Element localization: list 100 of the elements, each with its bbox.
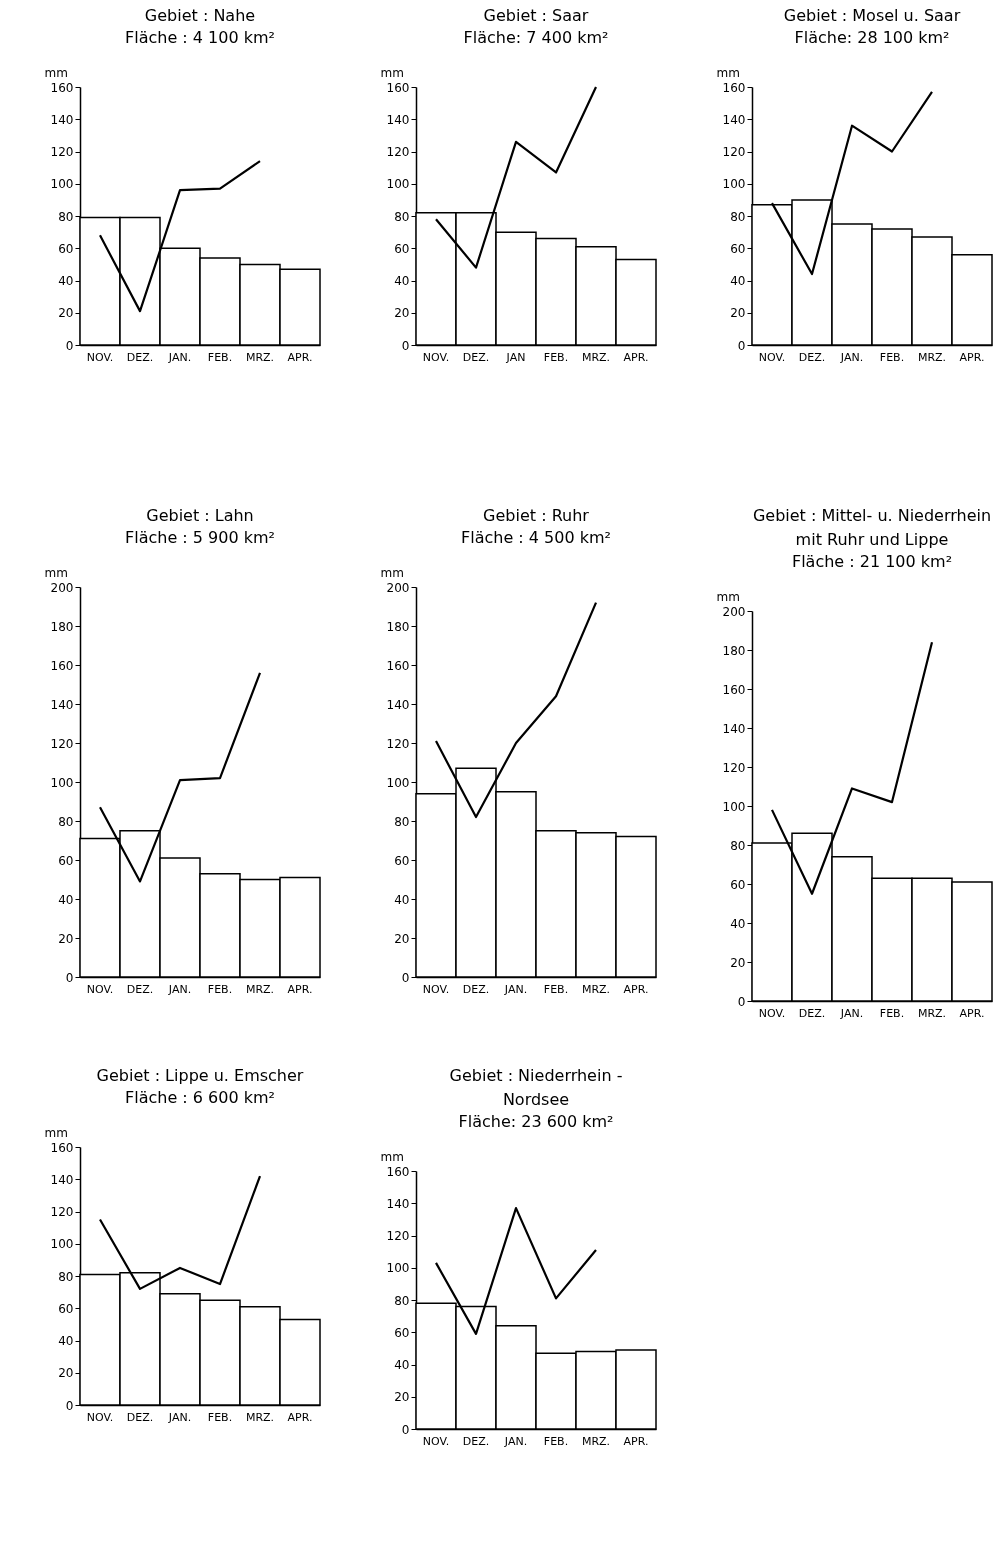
x-tick-label: MRZ.: [581, 1434, 611, 1448]
y-tick-label: 100: [386, 177, 410, 192]
y-tick-label: 20: [58, 1366, 74, 1381]
y-tick-label: 40: [394, 274, 410, 288]
y-axis-title: mm: [716, 589, 740, 604]
y-tick-label: 160: [50, 1140, 74, 1155]
x-tick-label: DEZ.: [462, 982, 490, 996]
x-tick-label: NOV.: [86, 350, 114, 364]
y-tick-label: 60: [730, 877, 746, 892]
x-tick-label: NOV.: [422, 982, 450, 996]
x-tick-label: JAN.: [839, 1006, 864, 1020]
x-tick-label: MRZ.: [581, 350, 611, 364]
y-tick-label: 120: [50, 1205, 74, 1219]
y-tick-label: 100: [386, 1261, 410, 1276]
y-tick-label: 0: [401, 1422, 410, 1437]
y-axis-title: mm: [44, 1125, 68, 1140]
y-tick-label: 0: [65, 970, 74, 985]
y-tick-label: 120: [386, 736, 410, 751]
y-tick-label: 140: [50, 697, 74, 712]
y-tick-label: 120: [386, 1229, 410, 1243]
y-axis-title: mm: [44, 565, 68, 580]
x-tick-label: MRZ.: [917, 1006, 947, 1020]
y-axis-title: mm: [380, 1149, 404, 1164]
x-tick-label: DEZ.: [126, 350, 154, 364]
y-tick-label: 80: [730, 838, 746, 853]
chart-subtitle: Fläche: 7 400 km²: [463, 28, 609, 47]
x-tick-label: APR.: [623, 350, 649, 364]
y-tick-label: 160: [722, 682, 746, 697]
y-tick-label: 140: [722, 721, 746, 736]
y-tick-label: 0: [401, 970, 410, 985]
y-tick-label: 60: [58, 853, 74, 868]
x-tick-label: FEB.: [879, 350, 905, 364]
y-tick-label: 80: [394, 209, 410, 224]
y-tick-label: 100: [50, 775, 74, 790]
y-tick-label: 160: [50, 80, 74, 95]
y-tick-label: 100: [50, 177, 74, 192]
y-tick-label: 160: [50, 658, 74, 673]
y-tick-label: 200: [722, 604, 746, 619]
y-axis-title: mm: [380, 565, 404, 580]
chart-title: Gebiet : Mosel u. Saar: [783, 6, 961, 25]
x-tick-label: APR.: [287, 350, 313, 364]
x-tick-label: DEZ.: [126, 1410, 154, 1424]
x-tick-label: DEZ.: [798, 1006, 826, 1020]
y-tick-label: 60: [730, 241, 746, 256]
y-tick-label: 60: [58, 241, 74, 256]
chart-subtitle: Fläche : 21 100 km²: [791, 552, 953, 571]
chart-title: Gebiet : Nahe: [144, 6, 256, 25]
y-tick-label: 140: [386, 1196, 410, 1211]
y-tick-label: 200: [50, 580, 74, 595]
y-tick-label: 20: [730, 306, 746, 321]
chart-subtitle: Fläche: 23 600 km²: [458, 1112, 614, 1131]
x-tick-label: APR.: [959, 350, 985, 364]
y-tick-label: 0: [65, 1398, 74, 1413]
x-tick-label: FEB.: [543, 982, 569, 996]
chart-subtitle: Fläche : 4 100 km²: [125, 28, 275, 47]
y-tick-label: 60: [394, 853, 410, 868]
y-tick-label: 100: [50, 1237, 74, 1252]
y-tick-label: 20: [58, 306, 74, 321]
chart-subtitle: Fläche : 5 900 km²: [125, 528, 275, 547]
y-tick-label: 120: [386, 145, 410, 159]
y-tick-label: 120: [722, 145, 746, 159]
y-tick-label: 20: [394, 931, 410, 946]
y-tick-label: 20: [394, 1390, 410, 1405]
x-tick-label: FEB.: [543, 1434, 569, 1448]
x-tick-label: JAN.: [167, 1410, 192, 1424]
chart-title: Gebiet : Lahn: [146, 506, 254, 525]
y-tick-label: 80: [58, 1269, 74, 1284]
x-tick-label: APR.: [623, 982, 649, 996]
x-tick-label: FEB.: [207, 982, 233, 996]
y-tick-label: 120: [722, 760, 746, 775]
chart-title: Gebiet : Ruhr: [483, 506, 590, 525]
y-tick-label: 160: [386, 658, 410, 673]
x-tick-label: DEZ.: [462, 350, 490, 364]
x-tick-label: NOV.: [758, 350, 786, 364]
y-tick-label: 140: [50, 1172, 74, 1187]
y-tick-label: 100: [722, 177, 746, 192]
x-tick-label: JAN: [505, 350, 526, 364]
y-tick-label: 200: [386, 580, 410, 595]
chart-title: Gebiet : Mittel- u. Niederrhein mit Ruhr und Lippe: [752, 506, 992, 549]
x-tick-label: DEZ.: [798, 350, 826, 364]
x-tick-label: JAN.: [503, 1434, 528, 1448]
y-tick-label: 20: [394, 306, 410, 321]
x-tick-label: MRZ.: [917, 350, 947, 364]
y-tick-label: 140: [386, 697, 410, 712]
x-tick-label: APR.: [287, 982, 313, 996]
x-tick-label: APR.: [623, 1434, 649, 1448]
y-tick-label: 100: [722, 799, 746, 814]
y-tick-label: 40: [58, 274, 74, 288]
chart-subtitle: Fläche: 28 100 km²: [794, 28, 950, 47]
y-tick-label: 180: [386, 619, 410, 634]
y-tick-label: 160: [386, 1164, 410, 1179]
y-axis-title: mm: [44, 65, 68, 80]
y-tick-label: 140: [722, 112, 746, 127]
y-tick-label: 80: [58, 209, 74, 224]
y-tick-label: 40: [730, 274, 746, 288]
x-tick-label: NOV.: [758, 1006, 786, 1020]
y-tick-label: 0: [401, 338, 410, 353]
x-tick-label: DEZ.: [462, 1434, 490, 1448]
x-tick-label: NOV.: [422, 1434, 450, 1448]
y-tick-label: 80: [394, 1293, 410, 1308]
